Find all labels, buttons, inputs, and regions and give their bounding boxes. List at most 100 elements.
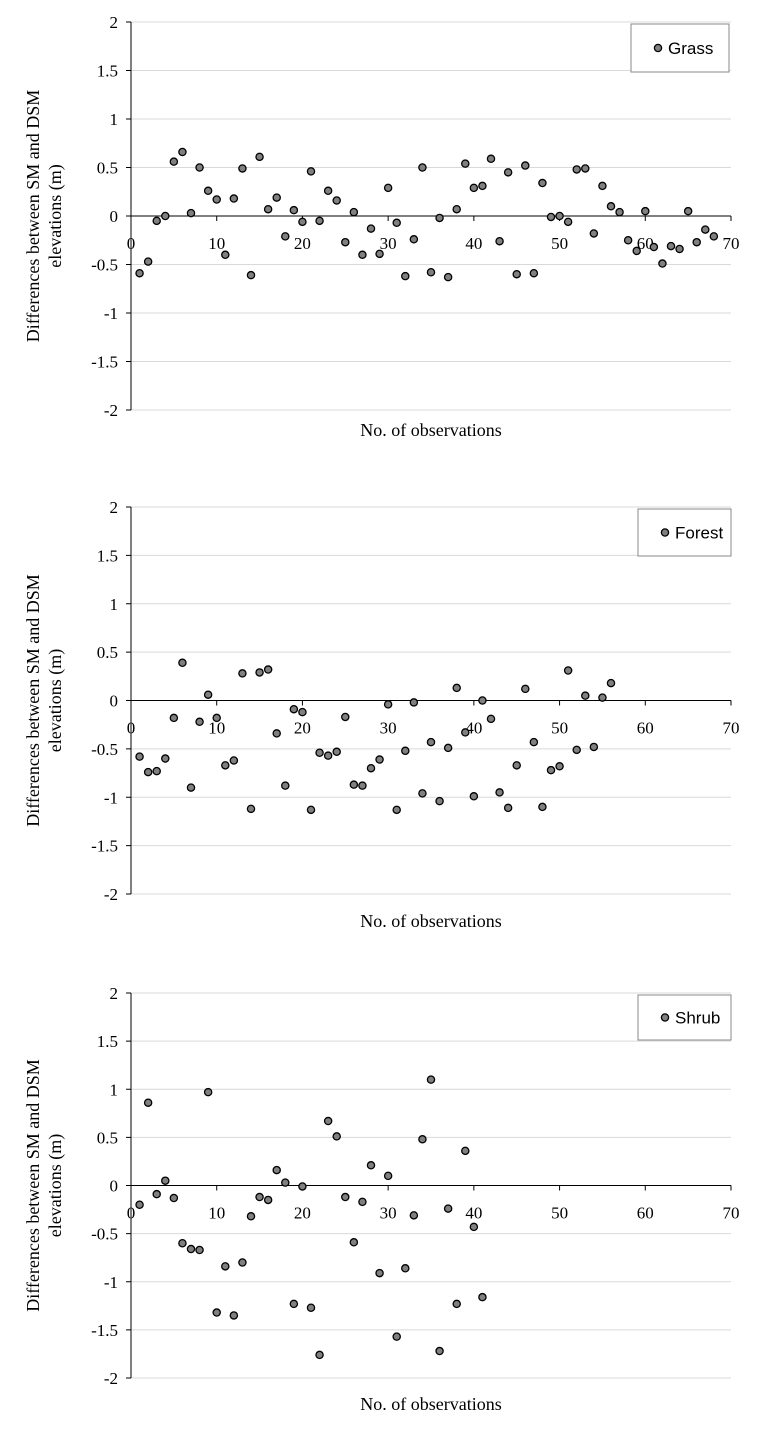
data-point	[229, 1311, 239, 1320]
data-point	[178, 1239, 187, 1248]
data-point	[143, 257, 153, 266]
data-point	[289, 1299, 299, 1309]
data-point	[435, 1346, 444, 1356]
data-point	[392, 805, 401, 815]
data-point	[589, 229, 599, 238]
y-tick-label: -1.5	[91, 1321, 118, 1340]
data-point	[572, 165, 581, 174]
data-point	[563, 666, 573, 675]
data-point	[495, 236, 504, 246]
data-point	[469, 183, 479, 193]
data-point	[281, 232, 290, 241]
data-point	[349, 1238, 359, 1247]
data-point	[598, 693, 607, 702]
data-point	[375, 249, 384, 259]
data-point	[281, 1178, 290, 1187]
data-point	[486, 154, 496, 164]
data-point	[366, 224, 376, 233]
data-point	[315, 216, 324, 226]
x-tick-label: 20	[294, 234, 311, 253]
y-tick-label: 2	[110, 498, 119, 517]
x-tick-label: 70	[723, 719, 740, 738]
data-point	[161, 1176, 170, 1185]
data-point	[221, 250, 230, 260]
data-point	[546, 212, 556, 222]
data-point	[392, 1332, 401, 1341]
x-tick-label: 40	[465, 719, 482, 738]
data-point	[649, 242, 659, 252]
y-axis-label-line: Differences between SM and DSM	[23, 90, 43, 343]
data-point	[358, 781, 367, 790]
data-point	[503, 168, 513, 177]
x-tick-label: 10	[208, 234, 225, 253]
data-point	[306, 167, 316, 176]
y-axis-label: Differences between SM and DSM elevations…	[23, 574, 66, 827]
data-point	[401, 746, 410, 756]
y-tick-label: -0.5	[91, 1225, 118, 1244]
x-tick-label: 20	[294, 719, 311, 738]
y-tick-label: -1	[104, 1273, 118, 1292]
data-point	[581, 164, 590, 173]
data-point	[169, 157, 179, 166]
legend-marker	[660, 1013, 670, 1022]
y-tick-label: 2	[110, 13, 119, 32]
data-point	[426, 737, 436, 747]
data-point	[203, 1087, 213, 1097]
y-axis-label: Differences between SM and DSM elevations…	[23, 90, 66, 343]
data-point	[426, 268, 436, 277]
data-point	[598, 181, 607, 191]
data-point	[195, 717, 204, 727]
data-point	[409, 1211, 419, 1220]
data-point	[263, 204, 273, 214]
data-point	[315, 748, 324, 757]
data-point	[401, 1264, 410, 1273]
data-point	[606, 678, 616, 688]
data-point	[555, 211, 564, 221]
data-point	[426, 1075, 436, 1084]
y-tick-label: 1.5	[97, 62, 118, 81]
x-tick-label: 60	[637, 234, 654, 253]
data-point	[538, 178, 547, 188]
data-point	[246, 804, 256, 814]
data-point	[212, 1308, 221, 1317]
data-point	[323, 1116, 333, 1126]
y-axis-label-line: Differences between SM and DSM	[23, 1059, 43, 1312]
y-tick-label: -1	[104, 304, 118, 323]
x-tick-label: 30	[380, 719, 397, 738]
data-point	[263, 665, 273, 674]
data-point	[383, 1171, 393, 1181]
data-point	[332, 1132, 341, 1141]
data-point	[529, 737, 539, 747]
data-point	[521, 161, 530, 170]
y-tick-label: -2	[104, 1369, 118, 1388]
data-point	[341, 237, 350, 247]
data-point	[358, 250, 367, 260]
data-point	[298, 217, 307, 227]
data-point	[443, 743, 453, 753]
y-tick-label: 0.5	[97, 643, 118, 662]
data-point	[435, 213, 444, 223]
data-point	[461, 728, 470, 737]
data-point	[246, 270, 256, 280]
y-tick-label: -0.5	[91, 740, 118, 759]
data-point	[143, 1098, 153, 1107]
x-axis-label: No. of observations	[360, 420, 501, 440]
data-point	[229, 756, 239, 765]
data-point	[538, 802, 547, 812]
data-point	[135, 268, 144, 278]
legend-marker	[660, 528, 670, 537]
x-tick-label: 60	[637, 1204, 654, 1223]
x-tick-label: 70	[723, 234, 740, 253]
data-point	[246, 1212, 256, 1221]
data-point	[658, 259, 667, 268]
data-point	[306, 805, 316, 815]
y-tick-label: 0	[110, 692, 119, 711]
y-tick-label: 2	[110, 984, 119, 1003]
data-point	[341, 1192, 350, 1202]
x-tick-label: 0	[127, 1204, 136, 1223]
legend-box	[637, 508, 732, 557]
data-point	[615, 207, 624, 217]
data-point	[383, 700, 393, 709]
x-tick-label: 20	[294, 1204, 311, 1223]
data-point	[546, 765, 556, 775]
